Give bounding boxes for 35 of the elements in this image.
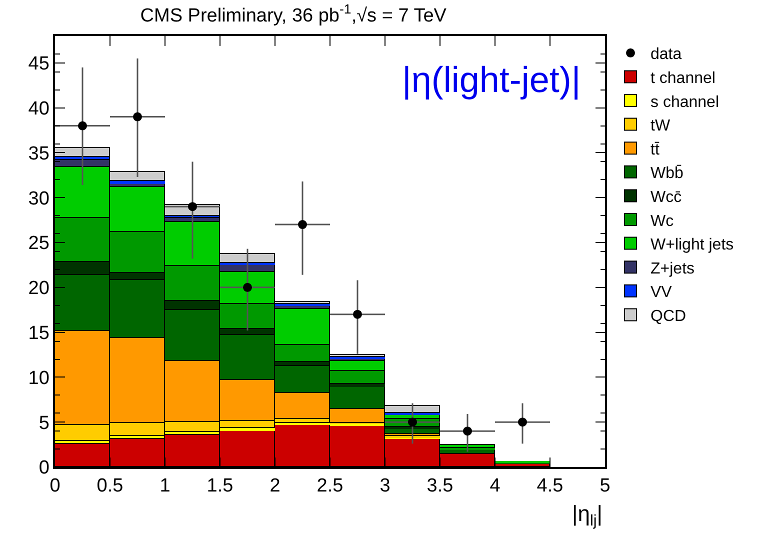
- annotation: |η(light-jet)|: [402, 59, 581, 100]
- y-tick-label: 15: [28, 322, 50, 344]
- legend-label: Wcc̄: [650, 188, 682, 206]
- x-tick-label: 3: [380, 476, 390, 497]
- legend-label: s channel: [650, 94, 719, 111]
- x-tick-label: 5: [600, 476, 610, 497]
- chart-title: CMS Preliminary, 36 pb$^{-1}$,√s = 7 TeV: [140, 1, 447, 26]
- legend-label: Wbb̄: [650, 164, 684, 182]
- y-tick-label: 25: [28, 233, 50, 254]
- y-tick-label: 0: [38, 458, 50, 479]
- legend-label: W+light jets: [650, 236, 734, 254]
- legend-label: tW: [650, 118, 671, 135]
- legend-label: t channel: [650, 70, 716, 87]
- x-tick-label: 4: [490, 476, 501, 497]
- y-tick-label: 35: [28, 143, 50, 164]
- legend-label: Wc: [650, 212, 674, 230]
- legend-label: tt̄: [650, 141, 660, 158]
- y-tick-label: 20: [28, 278, 50, 300]
- y-tick-label: 30: [28, 188, 50, 210]
- y-tick-label: 45: [28, 54, 50, 75]
- legend-label: Z+jets: [650, 260, 695, 278]
- x-tick-label: 4.5: [536, 476, 564, 497]
- y-tick-label: 5: [38, 412, 50, 434]
- legend-label: QCD: [650, 308, 686, 325]
- x-tick-label: 3.5: [426, 476, 454, 497]
- y-tick-label: 10: [28, 368, 50, 389]
- x-tick-label: 1.5: [206, 476, 234, 497]
- x-axis-title: |η$_{lj}$|: [572, 501, 603, 530]
- y-tick-label: 40: [28, 98, 50, 120]
- x-tick-label: 1: [160, 476, 170, 497]
- legend-label: data: [650, 46, 682, 64]
- x-tick-label: 2.5: [316, 476, 344, 497]
- x-tick-label: 0.5: [96, 476, 124, 497]
- legend-label: VV: [650, 284, 672, 302]
- x-tick-label: 2: [270, 476, 280, 497]
